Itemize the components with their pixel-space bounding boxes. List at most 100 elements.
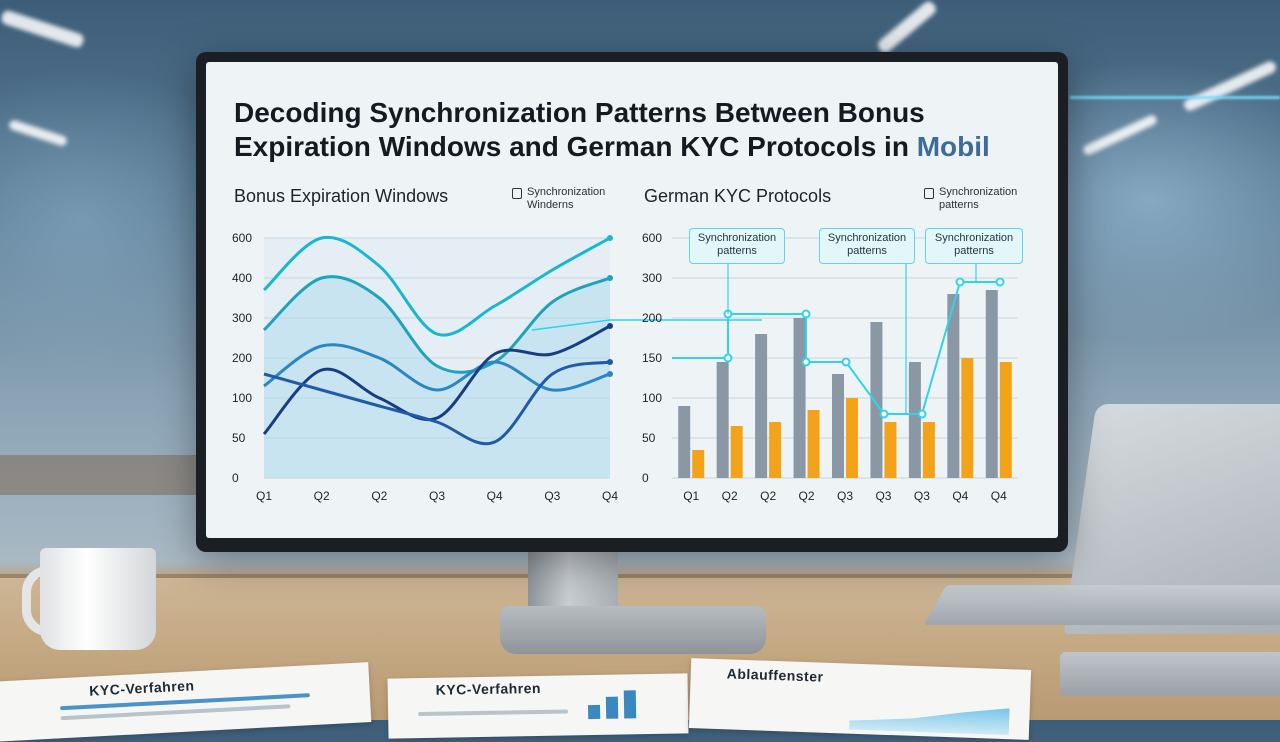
x-tick-label: Q3: [544, 489, 560, 503]
x-tick-label: Q2: [371, 489, 387, 503]
series-end-point: [607, 371, 613, 377]
bar: [985, 290, 998, 478]
series-end-point: [607, 275, 613, 281]
series-end-point: [607, 235, 613, 241]
laptop-keyboard: [923, 585, 1280, 625]
x-tick-label: Q2: [314, 489, 330, 503]
y-tick-label: 200: [642, 311, 662, 325]
x-tick-label: Q3: [875, 489, 891, 503]
bar: [755, 334, 768, 478]
paper-area: [849, 700, 1010, 736]
page-title: Decoding Synchronization Patterns Betwee…: [234, 96, 1034, 164]
bar: [908, 362, 921, 478]
monitor-screen: Decoding Synchronization Patterns Betwee…: [206, 62, 1058, 538]
series-line: [262, 324, 611, 436]
sync-callout: Synchronization patterns: [819, 228, 915, 264]
y-tick-label: 100: [642, 391, 662, 405]
x-tick-label: Q2: [722, 489, 738, 503]
paper-bar: [623, 690, 637, 719]
mobil-logo: Mobil: [916, 131, 990, 162]
x-tick-label: Q1: [256, 489, 272, 503]
sync-node: [801, 357, 811, 367]
y-tick-label: 300: [642, 271, 662, 285]
desk-paper: Ablauffenster: [688, 658, 1032, 740]
series-line: [262, 235, 611, 337]
series-end-point: [607, 323, 613, 329]
paper-bar: [587, 704, 601, 720]
y-tick-label: 600: [232, 231, 252, 245]
bar: [807, 410, 820, 478]
bar: [922, 422, 935, 478]
x-tick-label: Q3: [429, 489, 445, 503]
series-line: [262, 275, 611, 374]
sync-connector: [531, 319, 762, 331]
y-tick-label: 0: [642, 471, 649, 485]
legend-right: Synchronization patterns: [924, 186, 1034, 212]
sync-node: [801, 309, 811, 319]
sync-node: [995, 277, 1005, 287]
sync-node: [955, 277, 965, 287]
x-tick-label: Q4: [602, 489, 618, 503]
legend-label-left: Synchronization Winderns: [527, 186, 606, 211]
coffee-mug: [40, 548, 156, 650]
paper-title: Ablauffenster: [726, 665, 824, 685]
sync-node: [917, 409, 927, 419]
bar: [678, 406, 691, 478]
x-tick-label: Q4: [991, 489, 1007, 503]
monitor-base: [500, 606, 766, 654]
bar: [846, 398, 858, 478]
y-tick-label: 300: [232, 311, 252, 325]
sync-node: [879, 409, 889, 419]
x-tick-label: Q4: [487, 489, 503, 503]
sync-callout: Synchronization patterns: [689, 228, 785, 264]
monitor: Decoding Synchronization Patterns Betwee…: [196, 52, 1068, 552]
y-tick-label: 0: [232, 471, 239, 485]
x-tick-label: Q3: [837, 489, 853, 503]
chart-title-right: German KYC Protocols: [644, 186, 832, 206]
sync-callout: Synchronization patterns: [925, 228, 1023, 264]
chart-title-left: Bonus Expiration Windows: [234, 186, 449, 206]
series-end-point: [607, 359, 613, 365]
series-line: [263, 360, 611, 446]
bar: [999, 362, 1012, 478]
sync-node: [841, 357, 851, 367]
bar: [884, 422, 897, 478]
bar: [947, 294, 960, 478]
bar: [961, 358, 974, 478]
sync-node: [723, 353, 733, 363]
desk-edge: [0, 574, 1280, 580]
x-tick-label: Q1: [683, 489, 699, 503]
area-fill: [264, 276, 610, 478]
x-tick-label: Q4: [952, 489, 968, 503]
y-tick-label: 200: [232, 351, 252, 365]
legend-left: Synchronization Winderns: [512, 186, 622, 212]
y-tick-label: 150: [642, 351, 662, 365]
paper-bar: [605, 696, 619, 719]
glow-line: [1070, 96, 1280, 99]
bar: [870, 322, 883, 478]
y-tick-label: 50: [232, 431, 246, 445]
paper-line: [418, 709, 569, 717]
bar: [692, 450, 705, 478]
desk-paper: KYC-Verfahren: [387, 673, 689, 739]
monitor-stand: [528, 550, 618, 612]
x-tick-label: Q2: [799, 489, 815, 503]
series-line: [263, 343, 611, 392]
charts-canvas: 600 400 300 200 100 50 0 Q1 Q2 Q2 Q3 Q4 Q3 Q4 600 300 20…: [232, 231, 1018, 503]
sync-line: [672, 281, 1000, 415]
y-tick-label: 600: [642, 231, 662, 245]
calendar-icon: [924, 188, 934, 199]
lock-icon: [512, 188, 522, 199]
x-tick-label: Q3: [914, 489, 930, 503]
y-tick-label: 50: [642, 431, 656, 445]
bar: [832, 374, 844, 478]
second-laptop: [1060, 652, 1280, 696]
legend-label-right: Synchronization patterns: [939, 186, 1018, 211]
title-text: Decoding Synchronization Patterns Betwee…: [234, 97, 925, 162]
bar: [716, 362, 729, 478]
y-tick-label: 100: [232, 391, 252, 405]
background-shelf: [0, 455, 200, 495]
bar: [793, 318, 806, 478]
paper-title: KYC-Verfahren: [435, 679, 542, 698]
paper-title: KYC-Verfahren: [88, 677, 195, 699]
